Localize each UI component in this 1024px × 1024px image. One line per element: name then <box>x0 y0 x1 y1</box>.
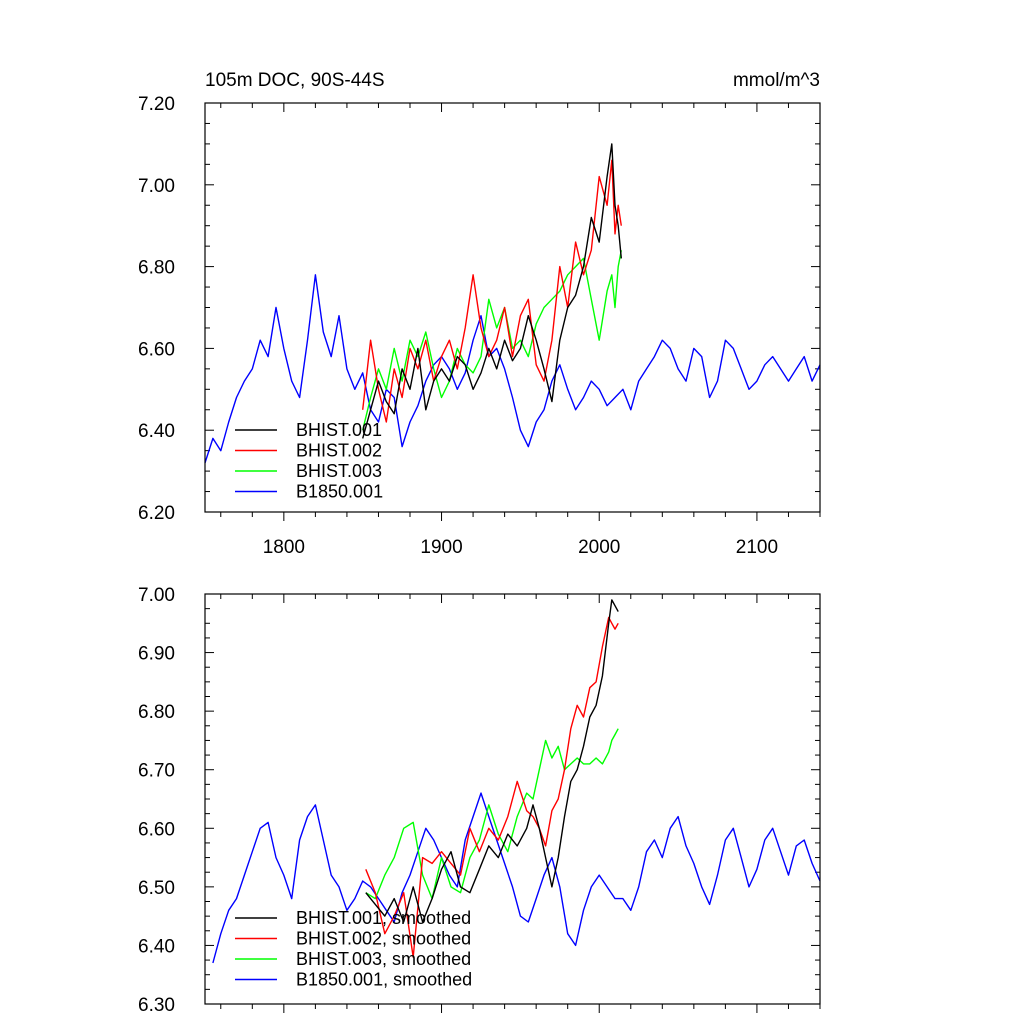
bottom-panel: 6.30 6.40 6.50 6.60 6.70 6.80 6.90 7.00 BHIST.0… <box>138 585 821 1016</box>
top-plot-frame <box>204 102 821 513</box>
top-panel: 105m DOC, 90S-44S mmol/m^3 6.206.406.606… <box>138 70 821 558</box>
top-y-tick-label: 6.80 <box>138 258 175 279</box>
top-ticks: 6.20 6.40 6.60 6.80 7.00 7.20 1800 1900 2000 2100 <box>138 94 821 558</box>
legend-label: BHIST.002 <box>296 441 382 461</box>
bottom-y-tick-label: 6.80 <box>138 702 175 723</box>
bottom-y-tick-label: 6.50 <box>138 878 175 899</box>
top-x-tick-label: 1900 <box>420 537 462 558</box>
bottom-series <box>212 599 821 964</box>
series-line-b1850-001 <box>204 274 821 464</box>
bottom-y-tick-label: 6.40 <box>138 936 175 957</box>
series-line-bhist-003-smoothed <box>365 728 619 900</box>
bottom-y-tick-label: 6.60 <box>138 819 175 840</box>
top-y-tick-label: 7.00 <box>138 176 175 197</box>
series-line-bhist-002-smoothed <box>365 616 619 958</box>
series-line-bhist-002 <box>362 159 622 423</box>
legend-label: BHIST.001 <box>296 420 382 440</box>
legend-label: BHIST.003 <box>296 461 382 481</box>
top-y-tick-label: 7.20 <box>138 94 175 115</box>
legend-label: B1850.001, smoothed <box>296 970 472 990</box>
series-line-bhist-003 <box>362 250 622 431</box>
top-x-tick-label: 2000 <box>578 537 620 558</box>
bottom-y-tick-label: 6.70 <box>138 761 175 782</box>
legend-label: B1850.001 <box>296 482 383 502</box>
top-title-right: mmol/m^3 <box>733 70 820 91</box>
bottom-plot-frame <box>204 593 821 1005</box>
series-line-b1850-001-smoothed <box>212 792 821 964</box>
legend-label: BHIST.002, smoothed <box>296 929 471 949</box>
legend-label: BHIST.001, smoothed <box>296 908 471 928</box>
top-x-tick-label: 1800 <box>263 537 305 558</box>
bottom-y-tick-label: 6.30 <box>138 995 175 1016</box>
top-x-tick-label: 2100 <box>736 537 778 558</box>
legend-label: BHIST.003, smoothed <box>296 949 471 969</box>
top-y-tick-label: 6.20 <box>138 503 175 524</box>
series-line-bhist-001 <box>362 143 622 439</box>
top-series <box>204 143 821 464</box>
bottom-y-tick-label: 6.90 <box>138 644 175 665</box>
top-y-tick-label: 6.60 <box>138 339 175 360</box>
bottom-y-tick-label: 7.00 <box>138 585 175 606</box>
series-line-bhist-001-smoothed <box>365 599 619 923</box>
top-y-tick-label: 6.40 <box>138 421 175 442</box>
top-title-left: 105m DOC, 90S-44S <box>205 70 385 91</box>
bottom-ticks: 6.30 6.40 6.50 6.60 6.70 6.80 6.90 7.00 <box>138 585 821 1016</box>
